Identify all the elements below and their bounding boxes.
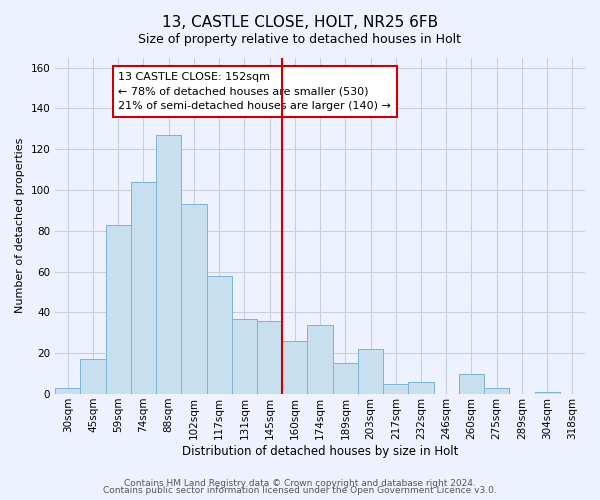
- Text: 13 CASTLE CLOSE: 152sqm
← 78% of detached houses are smaller (530)
21% of semi-d: 13 CASTLE CLOSE: 152sqm ← 78% of detache…: [118, 72, 391, 112]
- Text: 13, CASTLE CLOSE, HOLT, NR25 6FB: 13, CASTLE CLOSE, HOLT, NR25 6FB: [162, 15, 438, 30]
- Bar: [232, 318, 257, 394]
- Bar: [181, 204, 206, 394]
- Bar: [307, 324, 332, 394]
- Bar: [206, 276, 232, 394]
- Y-axis label: Number of detached properties: Number of detached properties: [15, 138, 25, 314]
- Bar: [80, 360, 106, 394]
- Bar: [409, 382, 434, 394]
- Bar: [358, 349, 383, 394]
- Text: Contains public sector information licensed under the Open Government Licence v3: Contains public sector information licen…: [103, 486, 497, 495]
- Bar: [257, 320, 282, 394]
- Bar: [156, 135, 181, 394]
- Bar: [55, 388, 80, 394]
- Bar: [383, 384, 409, 394]
- Bar: [484, 388, 509, 394]
- Bar: [459, 374, 484, 394]
- Bar: [106, 225, 131, 394]
- Bar: [535, 392, 560, 394]
- Bar: [131, 182, 156, 394]
- Bar: [282, 341, 307, 394]
- X-axis label: Distribution of detached houses by size in Holt: Distribution of detached houses by size …: [182, 444, 458, 458]
- Bar: [332, 364, 358, 394]
- Text: Size of property relative to detached houses in Holt: Size of property relative to detached ho…: [139, 32, 461, 46]
- Text: Contains HM Land Registry data © Crown copyright and database right 2024.: Contains HM Land Registry data © Crown c…: [124, 478, 476, 488]
